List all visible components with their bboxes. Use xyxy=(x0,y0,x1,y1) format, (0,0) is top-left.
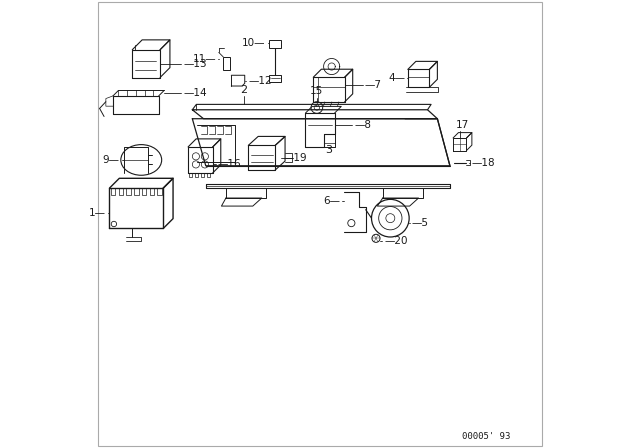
Text: —8: —8 xyxy=(355,121,371,130)
Text: —12: —12 xyxy=(248,76,272,86)
Text: 00005' 93: 00005' 93 xyxy=(461,432,510,441)
Bar xyxy=(201,173,204,177)
Bar xyxy=(223,57,230,70)
Bar xyxy=(118,188,123,195)
Ellipse shape xyxy=(121,145,162,175)
Bar xyxy=(207,173,210,177)
Text: —14: —14 xyxy=(184,88,207,98)
Text: —16: —16 xyxy=(218,159,241,168)
Bar xyxy=(142,188,147,195)
Circle shape xyxy=(371,199,409,237)
Circle shape xyxy=(202,153,209,160)
Bar xyxy=(111,188,115,195)
Circle shape xyxy=(192,153,200,160)
Bar xyxy=(269,75,282,82)
Text: 1—: 1— xyxy=(89,208,106,218)
Circle shape xyxy=(372,234,380,242)
Bar xyxy=(189,173,192,177)
Text: 6—: 6— xyxy=(323,196,340,206)
Circle shape xyxy=(311,102,323,113)
Circle shape xyxy=(348,220,355,227)
Circle shape xyxy=(111,221,116,227)
Circle shape xyxy=(202,161,209,168)
Text: 3: 3 xyxy=(326,145,332,155)
Bar xyxy=(195,173,198,177)
Text: —19: —19 xyxy=(284,153,307,163)
Bar xyxy=(150,188,154,195)
Circle shape xyxy=(192,161,200,168)
Bar xyxy=(269,40,282,48)
Text: 2: 2 xyxy=(240,86,248,95)
Circle shape xyxy=(379,207,402,230)
Text: 4—: 4— xyxy=(388,73,405,83)
Circle shape xyxy=(386,214,395,223)
Bar xyxy=(157,188,162,195)
Text: —5: —5 xyxy=(412,218,429,228)
Text: —18: —18 xyxy=(472,158,495,168)
Text: —7: —7 xyxy=(365,80,382,90)
Circle shape xyxy=(314,105,319,110)
Text: 9—: 9— xyxy=(102,155,119,165)
Text: 15: 15 xyxy=(310,86,323,96)
Text: 11—: 11— xyxy=(193,54,216,64)
Bar xyxy=(134,188,139,195)
Text: —20: —20 xyxy=(384,236,408,246)
Bar xyxy=(126,188,131,195)
Text: —13: —13 xyxy=(184,59,207,69)
Text: 10—: 10— xyxy=(242,39,266,48)
Text: 17: 17 xyxy=(456,120,468,130)
